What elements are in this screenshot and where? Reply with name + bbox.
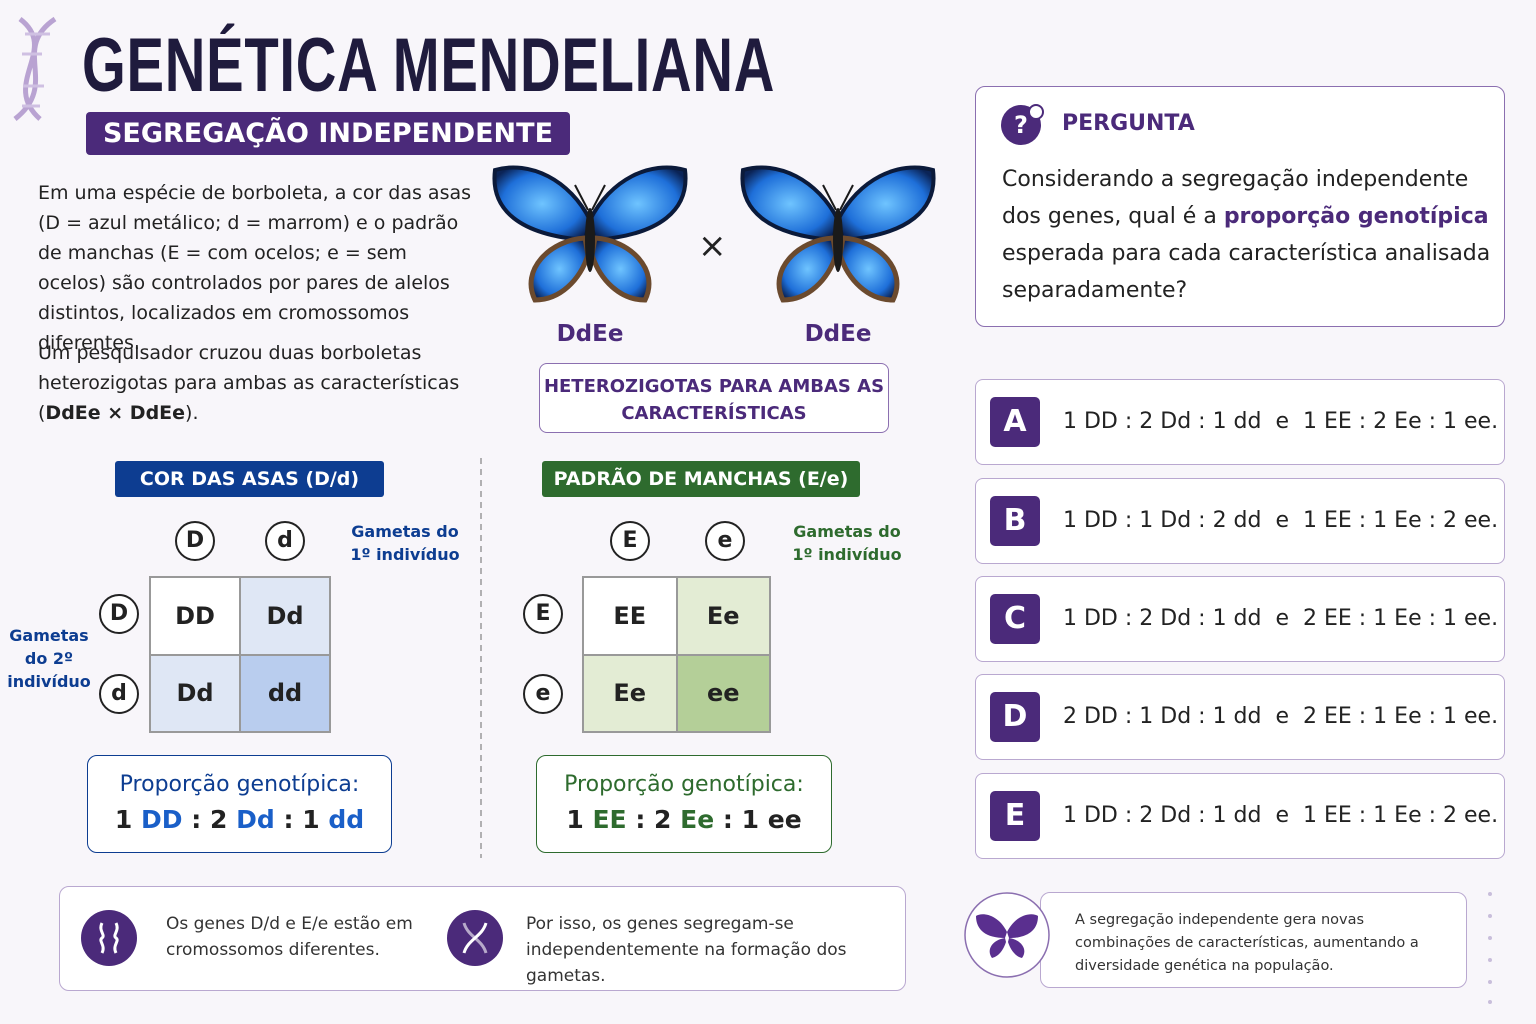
footer-note: A segregação independente gera novas com…	[1075, 912, 1419, 974]
genotype: EE	[592, 805, 627, 834]
title: GENÉTICA MENDELIANA	[82, 23, 776, 108]
chromosome-icon	[81, 910, 137, 966]
text: ).	[185, 402, 199, 424]
butterfly	[492, 165, 688, 303]
cell: Dd	[150, 654, 240, 732]
butterfly-icon	[964, 892, 1050, 978]
option-text: 1 DD : 1 Dd : 2 dd e 1 EE : 1 Ee : 2 ee.	[1063, 508, 1499, 533]
option-letter: B	[990, 496, 1040, 546]
gamete: d	[99, 674, 139, 714]
gamete-label: Gametas do 1º indivíduo	[792, 522, 902, 564]
gamete: e	[705, 521, 745, 561]
divider	[480, 458, 482, 858]
dna-icon	[447, 910, 503, 966]
punnett-title: PADRÃO DE MANCHAS (E/e)	[542, 461, 860, 497]
cell: dd	[240, 654, 330, 732]
punnett-grid: EE Ee Ee ee	[582, 576, 771, 733]
genotype: Dd	[236, 805, 275, 834]
genotype: ee	[767, 805, 802, 834]
option[interactable]: E 1 DD : 2 Dd : 1 dd e 1 EE : 1 Ee : 2 ee…	[975, 773, 1505, 859]
separator: :	[722, 805, 733, 834]
gamete: E	[610, 521, 650, 561]
option[interactable]: A 1 DD : 2 Dd : 1 dd e 1 EE : 2 Ee : 1 ee…	[975, 379, 1505, 465]
cross-note: HETEROZIGOTAS PARA AMBAS AS CARACTERÍSTI…	[539, 363, 889, 433]
gamete: D	[175, 521, 215, 561]
question-heading: PERGUNTA	[1062, 111, 1195, 136]
genotype: Ee	[680, 805, 715, 834]
gamete-label: Gametas do 2º indivíduo	[7, 626, 91, 691]
cell: DD	[150, 577, 240, 655]
parent-genotype: DdEe	[556, 321, 624, 347]
text: esperada para cada característica analis…	[1002, 241, 1491, 303]
question-text: Considerando a segregação independente d…	[1002, 161, 1492, 309]
question-icon: ?	[1001, 104, 1044, 145]
footer-box: Os genes D/d e E/e estão em cromossomos …	[59, 886, 906, 991]
gamete-label: Gametas do 1º indivíduo	[350, 522, 460, 564]
result-box: Proporção genotípica: 1 DD : 2 Dd : 1 dd	[87, 755, 392, 853]
cell: ee	[676, 654, 770, 732]
count: 2	[209, 805, 228, 834]
svg-text:?: ?	[1014, 111, 1028, 139]
genotype: DD	[141, 805, 183, 834]
result-label: Proporção genotípica:	[119, 772, 360, 797]
parent-genotype: DdEe	[804, 321, 872, 347]
intro-paragraph: Um pesquisador cruzou duas borboletas he…	[38, 338, 478, 428]
cell: Ee	[583, 654, 677, 732]
count: 1	[302, 805, 320, 834]
option[interactable]: C 1 DD : 2 Dd : 1 dd e 2 EE : 1 Ee : 1 ee…	[975, 576, 1505, 662]
result: 1 EE : 2 Ee : 1 ee	[537, 805, 831, 834]
punnett-title: COR DAS ASAS (D/d)	[115, 461, 384, 497]
cell: Ee	[676, 577, 770, 655]
genotype: dd	[328, 805, 365, 834]
result-label: Proporção genotípica:	[564, 772, 804, 797]
question-box: ? PERGUNTA Considerando a segregação ind…	[975, 86, 1505, 327]
result: 1 DD : 2 Dd : 1 dd	[88, 805, 391, 834]
result-box: Proporção genotípica: 1 EE : 2 Ee : 1 ee	[536, 755, 832, 853]
option-letter: C	[990, 594, 1040, 644]
option-text: 1 DD : 2 Dd : 1 dd e 2 EE : 1 Ee : 1 ee.	[1063, 606, 1499, 631]
option-text: 1 DD : 2 Dd : 1 dd e 1 EE : 2 Ee : 1 ee.	[1063, 409, 1499, 434]
option[interactable]: B 1 DD : 1 Dd : 2 dd e 1 EE : 1 Ee : 2 ee…	[975, 478, 1505, 564]
subtitle: SEGREGAÇÃO INDEPENDENTE	[86, 112, 570, 155]
count: 2	[654, 805, 672, 834]
option-letter: A	[990, 397, 1040, 447]
gamete: d	[265, 521, 305, 561]
text: Um pesquisador cruzou duas borboletas he…	[38, 342, 460, 424]
option-letter: D	[990, 692, 1040, 742]
footer-note: Por isso, os genes segregam-se independe…	[526, 914, 847, 986]
footer-box: A segregação independente gera novas com…	[1040, 892, 1467, 988]
cross-symbol: ×	[698, 226, 727, 266]
dna-icon	[13, 16, 57, 121]
intro-paragraph: Em uma espécie de borboleta, a cor das a…	[38, 182, 472, 354]
count: 1	[566, 805, 584, 834]
footer-note: Os genes D/d e E/e estão em cromossomos …	[166, 914, 413, 960]
option-text: 2 DD : 1 Dd : 1 dd e 2 EE : 1 Ee : 1 ee.	[1063, 704, 1499, 729]
count: 1	[741, 805, 760, 834]
option-letter: E	[990, 791, 1040, 841]
text-highlight: proporção genotípica	[1223, 204, 1489, 229]
text-bold: DdEe × DdEe	[45, 402, 186, 424]
cell: Dd	[240, 577, 330, 655]
option-text: 1 DD : 2 Dd : 1 dd e 1 EE : 1 Ee : 2 ee.	[1063, 803, 1499, 828]
gamete: D	[99, 594, 139, 634]
punnett-grid: DD Dd Dd dd	[149, 576, 331, 733]
count: 1	[114, 805, 133, 834]
butterfly	[738, 160, 938, 310]
separator: :	[191, 805, 202, 834]
gamete: E	[523, 594, 563, 634]
option[interactable]: D 2 DD : 1 Dd : 1 dd e 2 EE : 1 Ee : 1 ee…	[975, 674, 1505, 760]
text: Considerando a segregação independente d…	[1002, 167, 1469, 229]
decor-dots	[1488, 892, 1492, 1004]
separator: :	[283, 805, 294, 834]
gamete: e	[523, 674, 563, 714]
cell: EE	[583, 577, 677, 655]
separator: :	[635, 805, 646, 834]
